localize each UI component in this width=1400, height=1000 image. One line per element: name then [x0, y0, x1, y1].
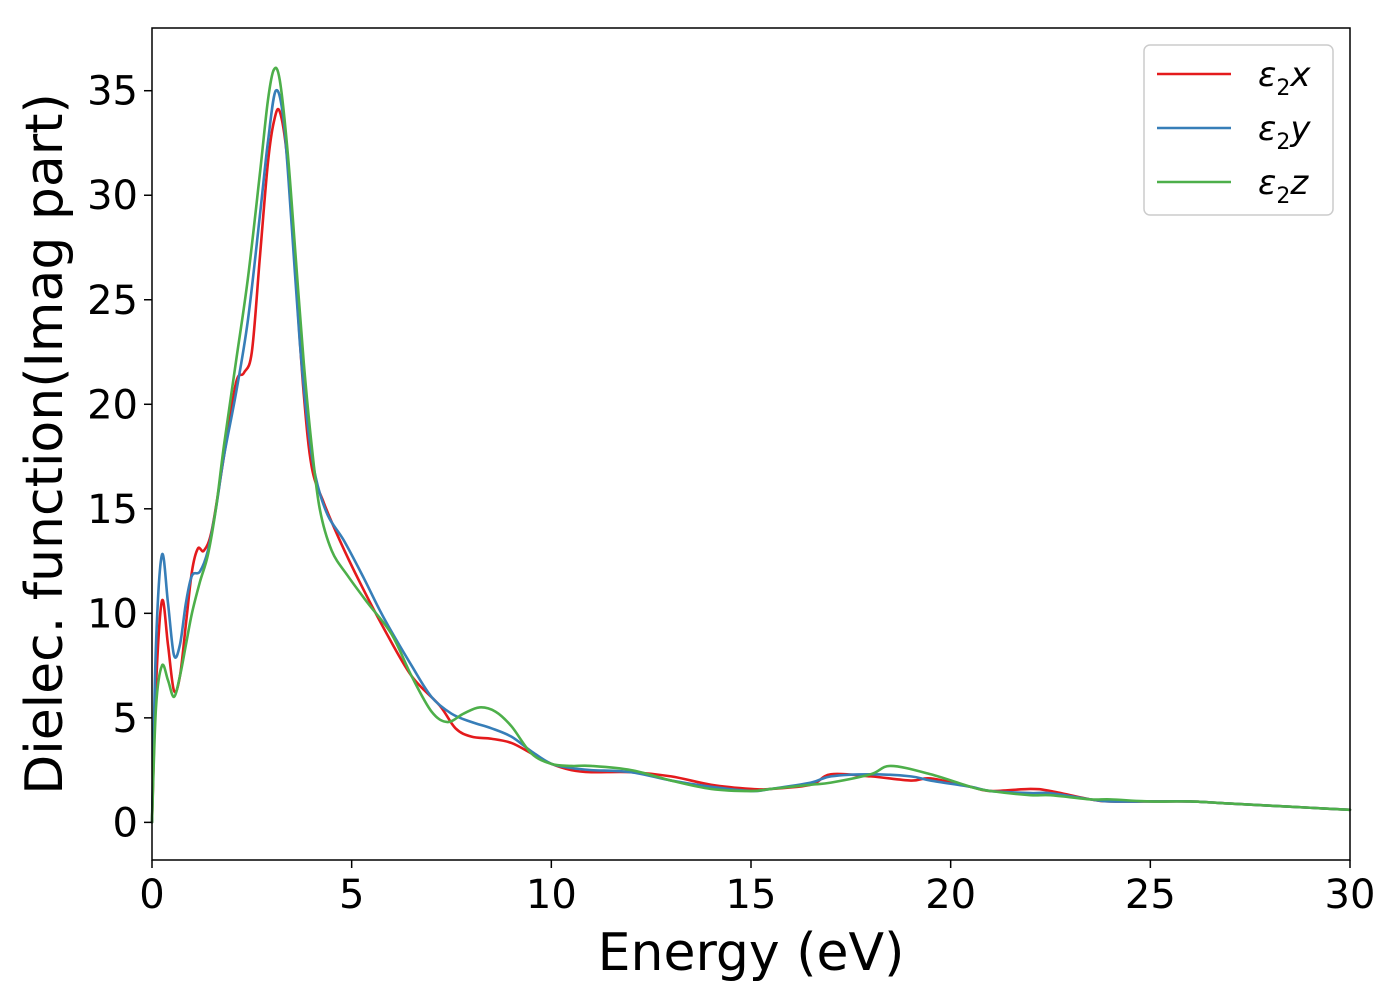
x-tick-label: 5	[339, 872, 364, 918]
legend-label-z: ε2z	[1258, 163, 1309, 209]
x-axis: 0 5 10 15 20 25 30	[139, 860, 1375, 918]
x-tick-label: 25	[1125, 872, 1176, 918]
legend-label-x: ε2x	[1258, 55, 1311, 101]
y-axis: 0 5 10 15 20 25 30 35	[87, 69, 152, 846]
x-tick-label: 30	[1325, 872, 1376, 918]
y-tick-label: 0	[113, 800, 138, 846]
y-tick-label: 15	[87, 487, 138, 533]
y-tick-label: 30	[87, 173, 138, 219]
x-axis-label: Energy (eV)	[598, 923, 905, 983]
y-tick-label: 20	[87, 382, 138, 428]
legend-label-y: ε2y	[1258, 109, 1311, 155]
y-axis-label: Dielec. function(Imag part)	[15, 93, 75, 795]
x-tick-label: 10	[526, 872, 577, 918]
series-layer	[150, 66, 1352, 824]
x-tick-label: 20	[925, 872, 976, 918]
y-tick-label: 25	[87, 278, 138, 324]
y-tick-label: 35	[87, 69, 138, 115]
y-tick-label: 5	[113, 696, 138, 742]
x-tick-label: 15	[726, 872, 777, 918]
x-tick-label: 0	[139, 872, 164, 918]
legend-items: ε2x ε2y ε2z	[1157, 55, 1311, 209]
series-line-z	[150, 66, 1352, 824]
legend-box	[1143, 44, 1334, 216]
legend: ε2x ε2y ε2z	[1143, 44, 1334, 216]
y-tick-label: 10	[87, 591, 138, 637]
